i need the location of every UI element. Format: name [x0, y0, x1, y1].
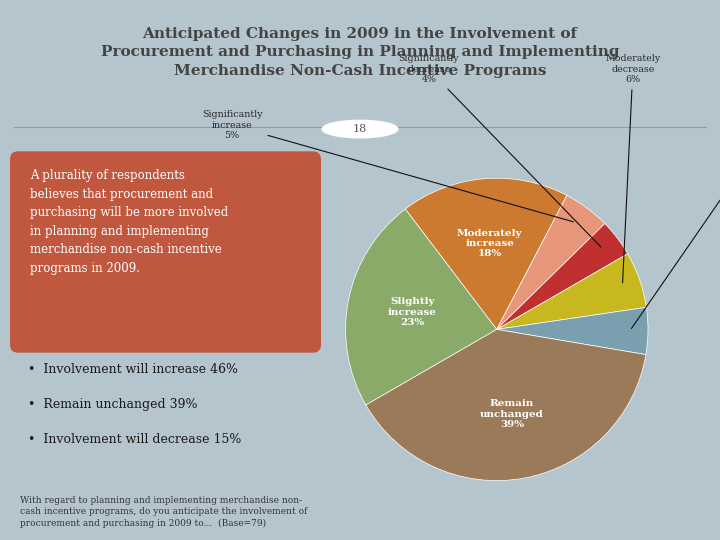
Text: Moderately
decrease
6%: Moderately decrease 6%: [606, 55, 660, 283]
Wedge shape: [497, 195, 605, 329]
Text: Anticipated Changes in 2009 in the Involvement of
Procurement and Purchasing in : Anticipated Changes in 2009 in the Invol…: [101, 27, 619, 78]
Wedge shape: [497, 307, 648, 355]
Wedge shape: [405, 178, 567, 329]
Text: 18: 18: [353, 124, 367, 134]
Wedge shape: [366, 329, 646, 481]
Text: Slightly
increase
23%: Slightly increase 23%: [388, 298, 437, 327]
Wedge shape: [497, 224, 628, 329]
Text: Significantly
increase
5%: Significantly increase 5%: [202, 110, 573, 222]
FancyBboxPatch shape: [10, 151, 321, 353]
Text: A plurality of respondents
believes that procurement and
purchasing will be more: A plurality of respondents believes that…: [30, 170, 228, 275]
Wedge shape: [497, 254, 647, 329]
Wedge shape: [346, 209, 497, 405]
Text: Remain
unchanged
39%: Remain unchanged 39%: [480, 399, 544, 429]
Text: Slightly
decrease
5%: Slightly decrease 5%: [631, 125, 720, 328]
Text: Significantly
decrease
4%: Significantly decrease 4%: [398, 55, 601, 247]
Text: •  Involvement will decrease 15%: • Involvement will decrease 15%: [28, 433, 241, 447]
Ellipse shape: [323, 120, 397, 138]
Text: •  Remain unchanged 39%: • Remain unchanged 39%: [28, 399, 197, 411]
Text: Moderately
increase
18%: Moderately increase 18%: [456, 228, 522, 259]
Text: •  Involvement will increase 46%: • Involvement will increase 46%: [28, 363, 238, 376]
Text: With regard to planning and implementing merchandise non-
cash incentive program: With regard to planning and implementing…: [20, 496, 307, 528]
